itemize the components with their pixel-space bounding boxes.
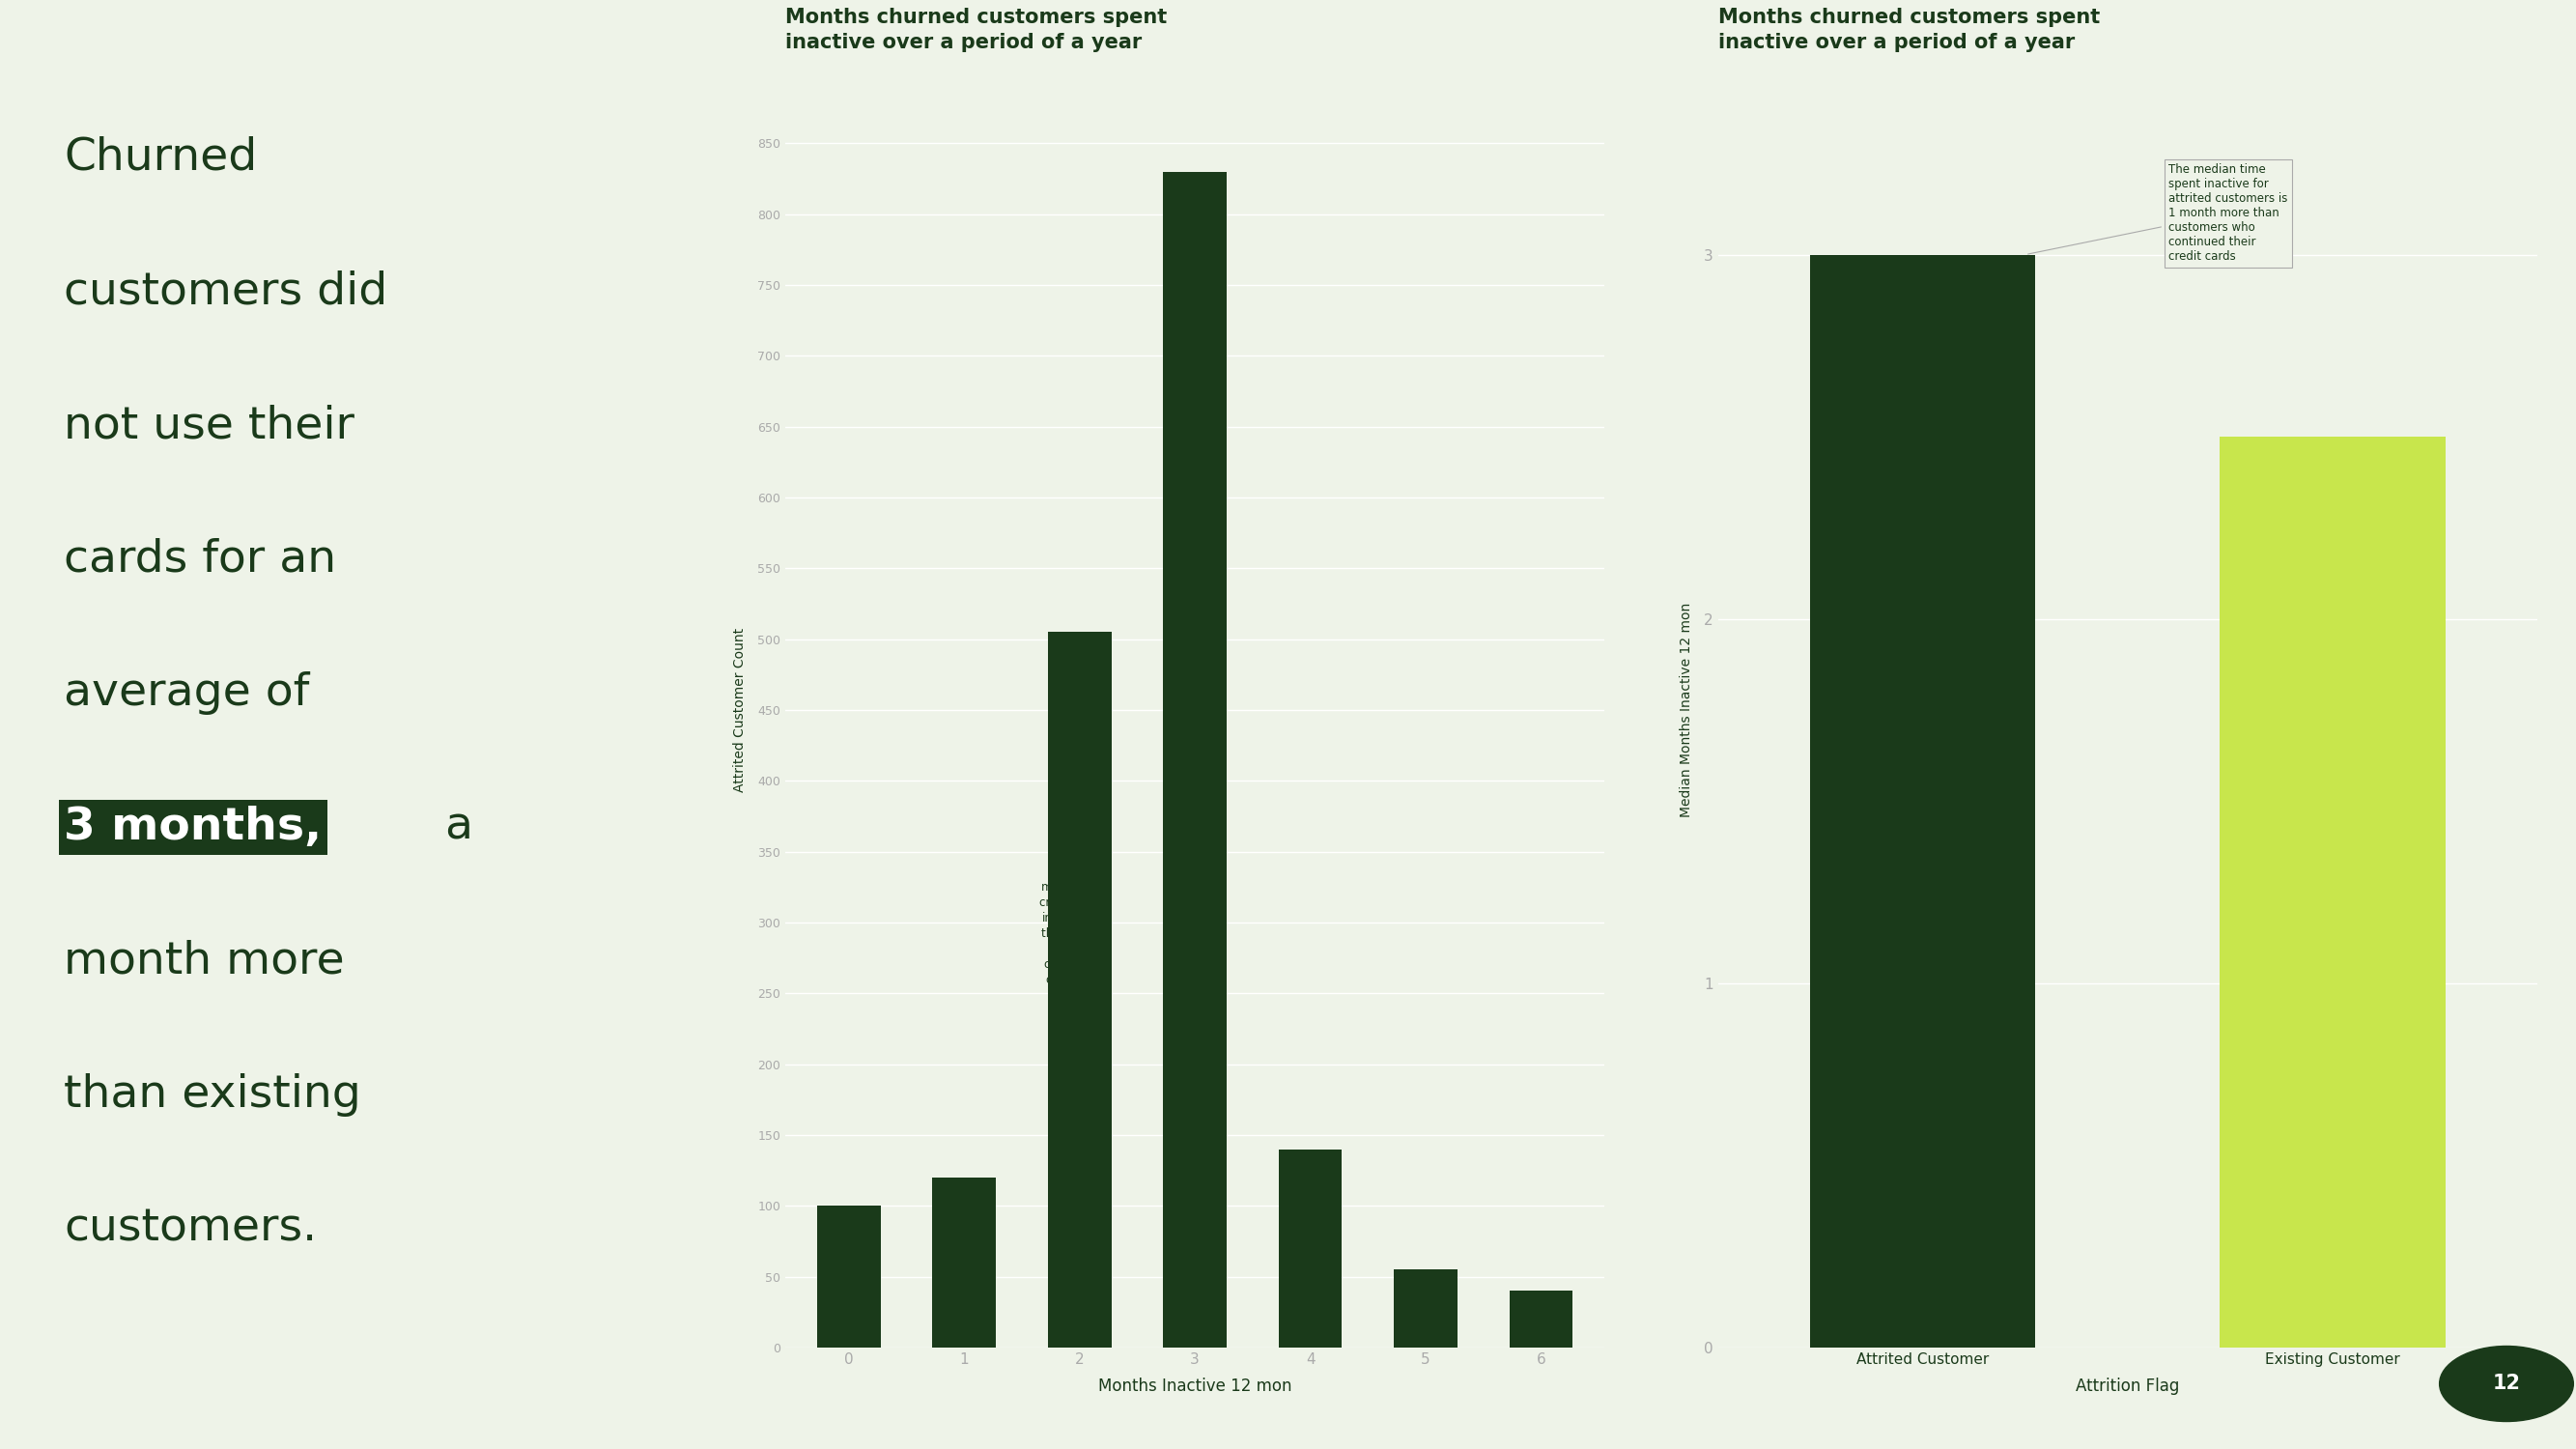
Text: a: a (430, 806, 474, 849)
Bar (1394, 1269, 1458, 1348)
Bar (1278, 1149, 1342, 1348)
Bar (1048, 632, 1110, 1348)
Text: Months churned customers spent
inactive over a period of a year: Months churned customers spent inactive … (1718, 7, 2099, 52)
Text: than existing: than existing (64, 1074, 361, 1117)
Text: The median time
spent inactive for
attrited customers is
1 month more than
custo: The median time spent inactive for attri… (2027, 164, 2287, 264)
Text: Churned: Churned (64, 136, 258, 180)
Text: 12: 12 (2494, 1374, 2519, 1394)
Bar (1510, 1291, 1574, 1348)
Text: 3 months,: 3 months, (64, 806, 322, 849)
Y-axis label: Median Months Inactive 12 mon: Median Months Inactive 12 mon (1680, 603, 1692, 817)
Bar (933, 1178, 997, 1348)
X-axis label: Months Inactive 12 mon: Months Inactive 12 mon (1097, 1378, 1291, 1395)
Bar (1164, 171, 1226, 1348)
Y-axis label: Attrited Customer Count: Attrited Customer Count (734, 627, 747, 793)
Text: month more: month more (64, 939, 345, 982)
Text: Months churned customers spent
inactive over a period of a year: Months churned customers spent inactive … (786, 7, 1167, 52)
Bar (2221, 436, 2445, 1348)
Bar (817, 1206, 881, 1348)
Text: customers.: customers. (64, 1207, 317, 1250)
Text: customers did: customers did (64, 270, 389, 313)
Text: average of: average of (64, 672, 309, 716)
Text: not use their: not use their (64, 404, 355, 448)
X-axis label: Attrition Flag: Attrition Flag (2076, 1378, 2179, 1395)
Text: cards for an: cards for an (64, 538, 337, 581)
Bar (1811, 255, 2035, 1348)
Text: At 2
months of
credit card
inactivity,
the risk of
the
customer
churning
rises
s: At 2 months of credit card inactivity, t… (1041, 867, 1100, 1017)
